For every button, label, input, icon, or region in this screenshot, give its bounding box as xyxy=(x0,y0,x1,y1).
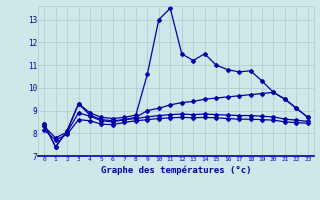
X-axis label: Graphe des températures (°c): Graphe des températures (°c) xyxy=(101,165,251,175)
